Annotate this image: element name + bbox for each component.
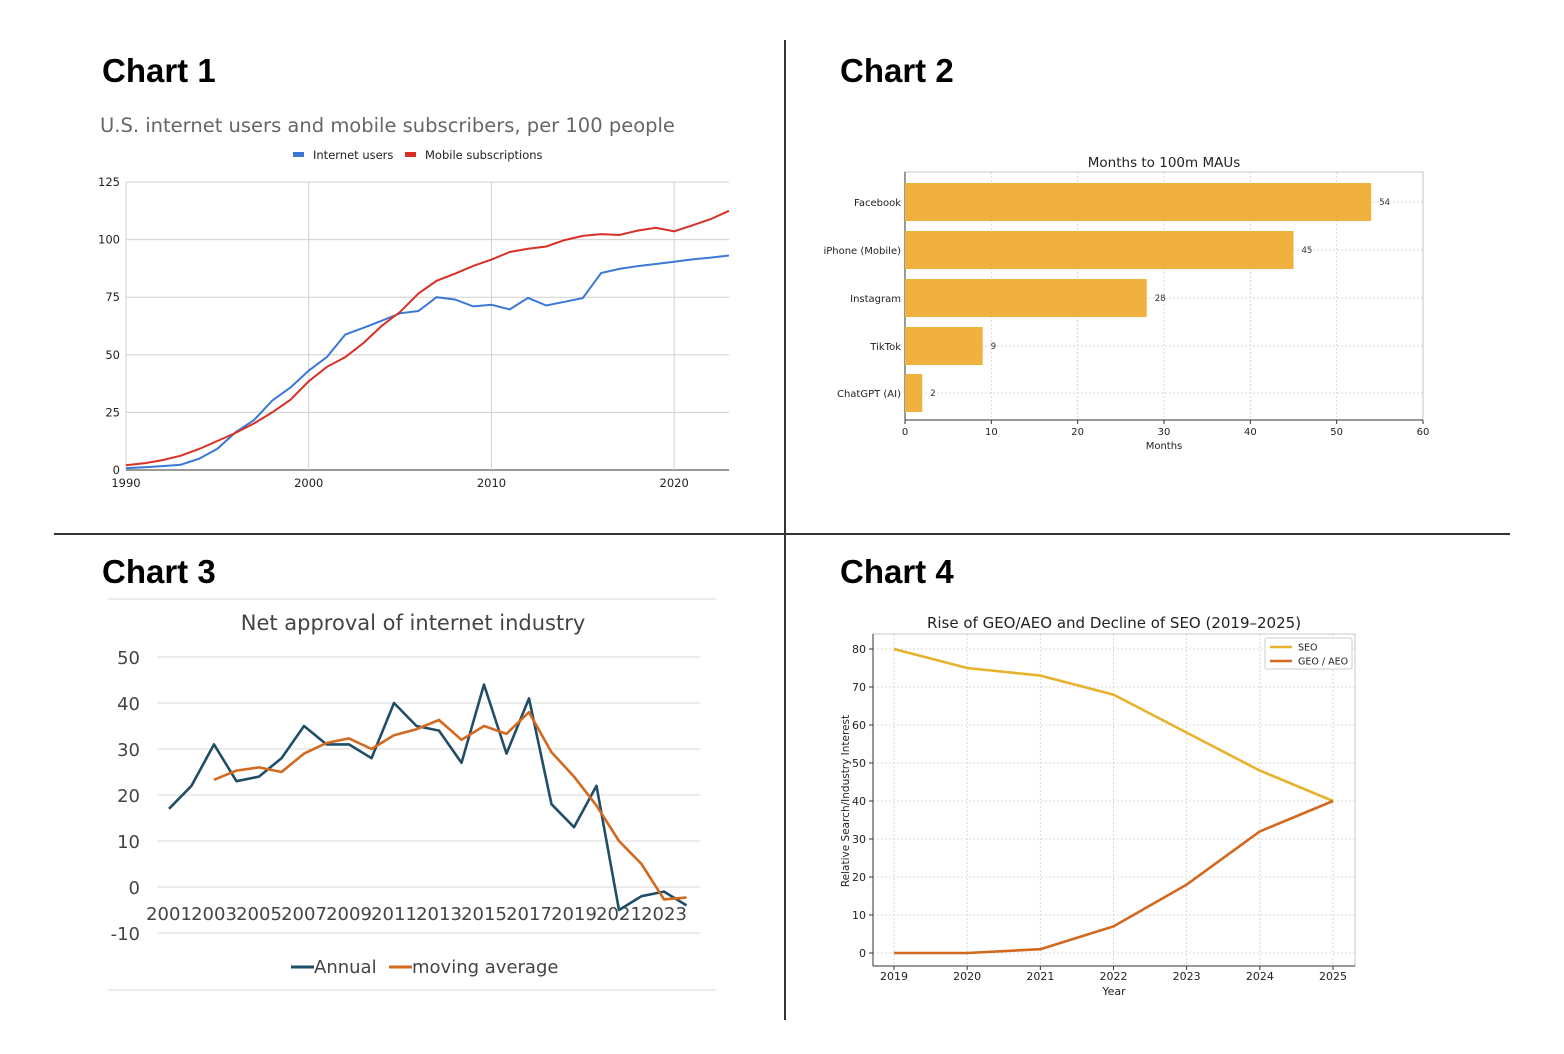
series-line-mobile-subscriptions <box>125 209 730 467</box>
x-tick-label: 60 <box>1417 427 1430 438</box>
x-tick-label: 40 <box>1244 427 1257 438</box>
y-tick-label: 60 <box>852 719 866 732</box>
x-tick-label: 2019 <box>880 970 908 983</box>
y-tick-label: 40 <box>852 795 866 808</box>
series-line-geo-aeo <box>894 799 1334 955</box>
chart-2-title: Months to 100m MAUs <box>1088 155 1241 171</box>
y-tick-label: 20 <box>117 786 140 807</box>
y-tick-label: 20 <box>852 871 866 884</box>
bar-value-label: 2 <box>930 389 935 399</box>
x-tick-label: 2017 <box>506 904 552 925</box>
x-axis-label: Months <box>1146 441 1183 452</box>
x-tick-label: 2000 <box>294 476 323 490</box>
bar-facebook <box>905 183 1372 221</box>
x-tick-label: 30 <box>1158 427 1171 438</box>
x-tick-label: 2024 <box>1246 970 1274 983</box>
y-tick-label: 75 <box>105 290 120 304</box>
y-tick-label: 100 <box>98 233 120 247</box>
y-tick-label: 0 <box>113 463 120 477</box>
chart-1-heading: Chart 1 <box>102 52 216 89</box>
bar-value-label: 9 <box>991 342 996 352</box>
x-tick-label: 2003 <box>191 904 237 925</box>
y-axis-label: Relative Search/Industry Interest <box>840 715 852 887</box>
x-tick-label: 2001 <box>146 904 192 925</box>
y-tick-label: 80 <box>852 643 866 656</box>
series-line-seo <box>893 647 1334 803</box>
y-tick-label: 0 <box>859 947 866 960</box>
x-tick-label: 2023 <box>641 904 687 925</box>
bar-instagram <box>905 279 1147 317</box>
x-tick-label: 2007 <box>281 904 327 925</box>
legend-swatch-1 <box>405 152 416 157</box>
x-tick-label: 2021 <box>1026 970 1054 983</box>
y-tick-label: 30 <box>117 740 140 761</box>
y-tick-label: 70 <box>852 681 866 694</box>
x-tick-label: 2011 <box>371 904 417 925</box>
x-tick-label: 2022 <box>1100 970 1128 983</box>
chart-4-heading: Chart 4 <box>840 553 954 590</box>
x-tick-label: 2025 <box>1319 970 1347 983</box>
legend-label-0: Internet users <box>313 148 393 162</box>
y-tick-label: -10 <box>111 924 140 945</box>
y-tick-label: 50 <box>852 757 866 770</box>
chart-2-heading: Chart 2 <box>840 52 954 89</box>
x-tick-label: 2005 <box>236 904 282 925</box>
x-tick-label: 2010 <box>477 476 506 490</box>
chart-4-title: Rise of GEO/AEO and Decline of SEO (2019… <box>927 614 1301 632</box>
x-tick-label: 50 <box>1330 427 1343 438</box>
x-tick-label: 2019 <box>551 904 597 925</box>
y-tick-label: 10 <box>852 909 866 922</box>
category-label: ChatGPT (AI) <box>837 389 901 400</box>
y-tick-label: 0 <box>129 878 140 899</box>
x-tick-label: 2013 <box>416 904 462 925</box>
vertical-divider <box>784 40 786 1020</box>
y-tick-label: 10 <box>117 832 140 853</box>
bar-chatgpt-ai- <box>905 374 923 412</box>
category-label: iPhone (Mobile) <box>823 246 901 257</box>
y-tick-label: 50 <box>117 648 140 669</box>
y-tick-label: 25 <box>105 405 120 419</box>
bar-value-label: 54 <box>1379 198 1390 208</box>
y-tick-label: 30 <box>852 833 866 846</box>
legend-label-1: moving average <box>412 957 558 978</box>
horizontal-divider <box>54 533 1510 535</box>
chart-3-title: Net approval of internet industry <box>241 611 586 635</box>
x-tick-label: 10 <box>985 427 998 438</box>
y-tick-label: 50 <box>105 348 120 362</box>
category-label: TikTok <box>869 342 901 353</box>
x-tick-label: 2023 <box>1173 970 1201 983</box>
x-tick-label: 2021 <box>596 904 642 925</box>
x-tick-label: 0 <box>902 427 908 438</box>
x-tick-label: 2009 <box>326 904 372 925</box>
x-tick-label: 1990 <box>111 476 140 490</box>
legend-swatch-0 <box>293 152 304 157</box>
legend-label-0: SEO <box>1298 643 1318 654</box>
series-line-moving-average <box>213 710 687 901</box>
x-tick-label: 2020 <box>660 476 689 490</box>
x-axis-label: Year <box>1101 985 1126 998</box>
y-tick-label: 40 <box>117 694 140 715</box>
legend-label-0: Annual <box>314 957 377 978</box>
category-label: Facebook <box>854 198 901 209</box>
bar-value-label: 28 <box>1155 294 1166 304</box>
bar-tiktok <box>905 327 983 365</box>
chart-1-title: U.S. internet users and mobile subscribe… <box>100 114 675 137</box>
legend-label-1: GEO / AEO <box>1298 657 1348 668</box>
x-tick-label: 20 <box>1071 427 1084 438</box>
legend-label-1: Mobile subscriptions <box>425 148 543 162</box>
category-label: Instagram <box>850 294 901 305</box>
y-tick-label: 125 <box>98 175 120 189</box>
series-line-annual <box>168 683 688 912</box>
x-tick-label: 2020 <box>953 970 981 983</box>
bar-iphone-mobile- <box>905 231 1294 269</box>
x-tick-label: 2015 <box>461 904 507 925</box>
series-line-internet-users <box>125 254 730 470</box>
chart-3-heading: Chart 3 <box>102 553 216 590</box>
bar-value-label: 45 <box>1302 246 1313 256</box>
